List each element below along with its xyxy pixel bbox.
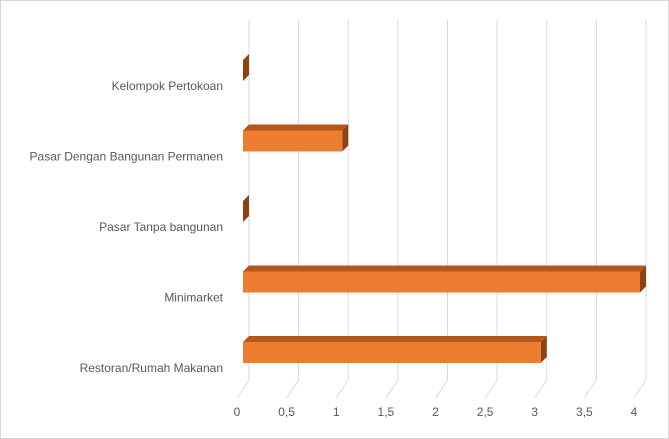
x-tick-label: 2,5 <box>477 405 494 419</box>
bar-front <box>243 271 640 293</box>
x-tick-label: 1,5 <box>378 405 395 419</box>
grid-line <box>435 20 448 399</box>
bar <box>243 54 249 81</box>
grid-line <box>385 20 399 399</box>
bar-side <box>640 265 646 293</box>
y-tick-label: Pasar Tanpa bangunan <box>99 220 223 234</box>
bar-front <box>243 130 343 152</box>
y-tick-label: Pasar Dengan Bangunan Permanen <box>30 150 223 164</box>
bar-top <box>243 265 646 272</box>
bar-front <box>243 342 541 363</box>
bar-side <box>342 124 349 152</box>
bar <box>243 195 249 222</box>
grid-line <box>534 20 548 399</box>
bar <box>243 124 349 152</box>
x-tick-label: 4 <box>631 405 638 419</box>
bar <box>243 265 646 293</box>
x-tick-label: 3,5 <box>576 405 593 419</box>
bar <box>243 336 547 363</box>
x-tick-label: 1 <box>333 405 340 419</box>
grid-line <box>583 20 597 399</box>
bar-top <box>243 336 547 342</box>
x-tick-label: 0,5 <box>278 405 295 419</box>
bar-side <box>540 336 547 363</box>
bar-side <box>243 195 249 222</box>
y-tick-label: Kelompok Pertokoan <box>112 79 223 93</box>
bar-side <box>243 54 249 81</box>
x-tick-label: 0 <box>234 405 241 419</box>
grid-line <box>633 20 647 399</box>
x-tick-label: 2 <box>432 405 439 419</box>
x-tick-label: 3 <box>531 405 538 419</box>
y-tick-label: Restoran/Rumah Makanan <box>80 361 223 375</box>
bar-top <box>243 124 349 131</box>
grid-line <box>484 20 498 399</box>
y-tick-label: Minimarket <box>164 291 223 305</box>
